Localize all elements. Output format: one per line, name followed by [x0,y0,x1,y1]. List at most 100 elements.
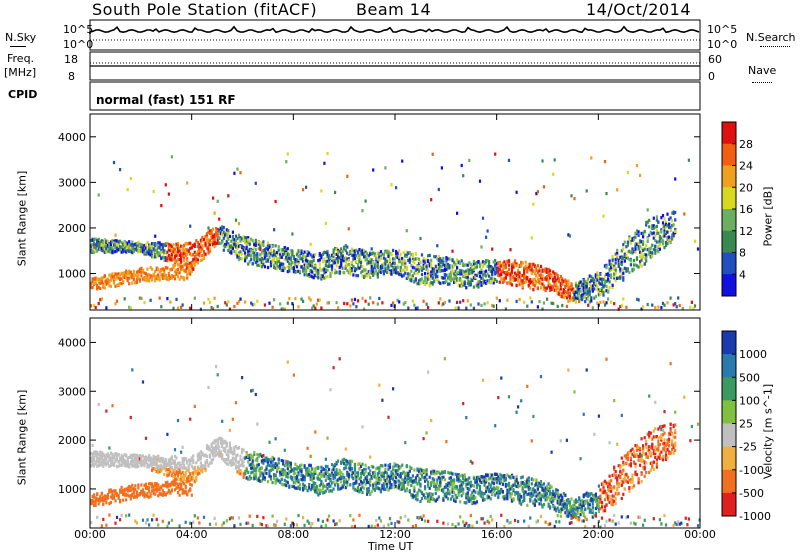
velocity-cell [167,467,170,472]
power-cell [544,286,547,290]
power-cell [652,231,655,235]
power-cell [515,299,518,303]
power-cell [536,277,539,281]
velocity-cell [317,473,320,477]
power-cell [173,270,177,274]
velocity-cell [175,477,178,481]
velocity-cell [114,491,117,495]
power-cell [602,293,605,297]
power-cell [600,289,604,293]
freq-label: Freq. [7,52,35,65]
power-cell [100,243,103,247]
power-cell [510,265,514,269]
velocity-cell [135,521,138,525]
power-cell [459,300,462,304]
power-cell [382,256,385,260]
power-cell [204,243,207,247]
power-cell [617,262,620,266]
power-cell [603,303,607,307]
power-cell [652,226,655,230]
power-cell [361,296,364,300]
power-cell [527,279,530,283]
power-cell [387,254,390,258]
power-cell [658,237,661,241]
power-cell [594,273,597,277]
power-cell [663,231,666,235]
power-cell [244,247,247,251]
power-cell [419,236,422,241]
power-cell [158,269,161,273]
velocity-cell [167,463,170,467]
velocity-cell [303,475,306,479]
velocity-cell [302,516,305,520]
velocity-cell [297,478,300,482]
power-cell [231,241,234,245]
power-cell [617,258,620,262]
power-cell [312,273,315,277]
power-cell [131,240,134,244]
power-cell [364,268,367,272]
power-cell [346,263,349,267]
power-cell [568,298,571,302]
power-cell [140,296,143,300]
power-cell [622,278,625,282]
velocity-cell [105,409,108,413]
power-cell [448,257,451,261]
power-cell [134,273,137,277]
power-cell [298,269,302,274]
power-cell [181,303,184,307]
velocity-cell [186,492,189,496]
power-cell [539,264,543,268]
velocity-cell [269,468,273,472]
power-cell [436,278,439,282]
power-cell [175,272,178,276]
power-cell [376,265,379,270]
velocity-cell [125,461,128,465]
power-colorbar-segment [722,122,736,145]
velocity-cell [277,457,280,462]
power-cell [329,271,332,275]
power-cell [605,266,608,270]
power-cell [549,269,552,273]
power-cell [674,302,677,306]
velocity-cell [96,454,99,459]
power-cell [587,294,590,298]
power-cell [460,269,463,273]
power-cell [295,253,299,257]
power-cell [542,301,546,305]
power-cell [398,249,401,253]
power-cell [497,270,500,274]
velocity-cell [103,457,106,462]
power-cell [648,247,651,251]
velocity-cell [208,448,212,452]
power-cell [237,252,241,256]
velocity-cell [257,468,260,472]
power-cell [295,270,299,274]
velocity-cell [90,520,93,525]
power-cell [440,276,443,280]
power-cell [594,281,597,285]
power-cell [323,268,326,272]
power-cell [186,263,189,267]
power-cell [393,261,396,265]
power-cell [405,267,408,271]
velocity-cell [160,463,163,467]
power-cell [620,273,623,277]
power-cell [399,260,402,264]
power-cell [661,214,665,218]
power-cell [518,271,521,275]
power-cell [289,250,292,254]
power-cell [120,277,123,281]
power-cell [266,243,270,247]
power-cell [568,234,571,238]
power-cell [478,274,482,278]
power-cell [666,301,669,305]
power-cell [263,251,266,255]
power-cell [349,269,352,273]
power-cell [396,251,399,255]
power-cell [109,246,112,250]
power-cell [111,251,114,255]
power-cell [384,269,387,273]
power-cell [137,243,140,247]
velocity-cell [125,498,128,502]
